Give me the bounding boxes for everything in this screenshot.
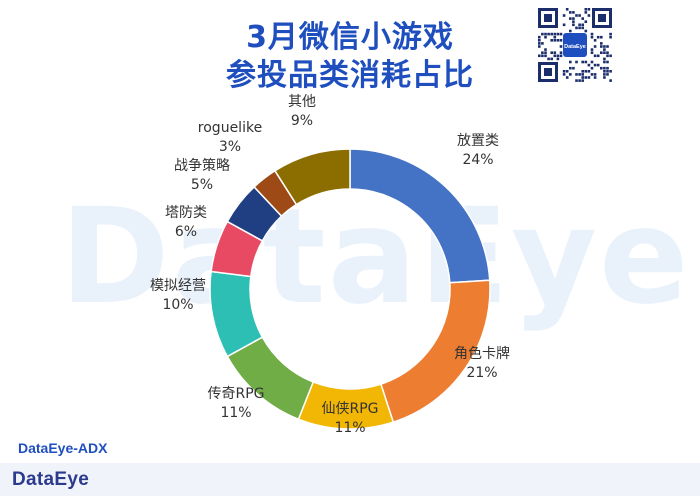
donut-slice-1 xyxy=(349,148,491,284)
slice-value-2: 21% xyxy=(466,365,497,381)
donut-slice-9 xyxy=(273,148,351,206)
slice-value-4: 11% xyxy=(220,405,251,421)
slice-value-8: 3% xyxy=(219,139,241,155)
slice-label-2: 角色卡牌 xyxy=(454,345,510,362)
slice-value-6: 6% xyxy=(175,224,197,240)
page-title-line1: 3月微信小游戏 xyxy=(246,20,454,55)
qr-code: DataEye xyxy=(536,6,614,84)
slice-value-3: 11% xyxy=(334,420,365,436)
watermark: DataEye xyxy=(60,180,691,334)
slice-value-9: 9% xyxy=(291,113,313,129)
slice-label-7: 战争策略 xyxy=(174,157,230,174)
slice-label-3: 仙侠RPG xyxy=(321,401,378,417)
slice-label-5: 模拟经营 xyxy=(150,278,206,294)
slice-value-5: 10% xyxy=(162,297,193,313)
source-label: DataEye-ADX xyxy=(18,440,108,456)
slice-label-6: 塔防类 xyxy=(165,205,207,221)
slice-label-1: 放置类 xyxy=(457,133,499,149)
qr-center-logo: DataEye xyxy=(564,44,586,50)
slice-label-9: 其他 xyxy=(288,94,316,110)
footer-bar xyxy=(0,463,700,496)
slice-value-7: 5% xyxy=(191,177,213,193)
slice-label-8: roguelike xyxy=(198,120,262,136)
brand-logo: DataEye xyxy=(12,469,90,490)
page-title-line2: 参投品类消耗占比 xyxy=(226,58,474,93)
slice-label-4: 传奇RPG xyxy=(207,385,264,402)
slice-value-1: 24% xyxy=(462,152,493,168)
